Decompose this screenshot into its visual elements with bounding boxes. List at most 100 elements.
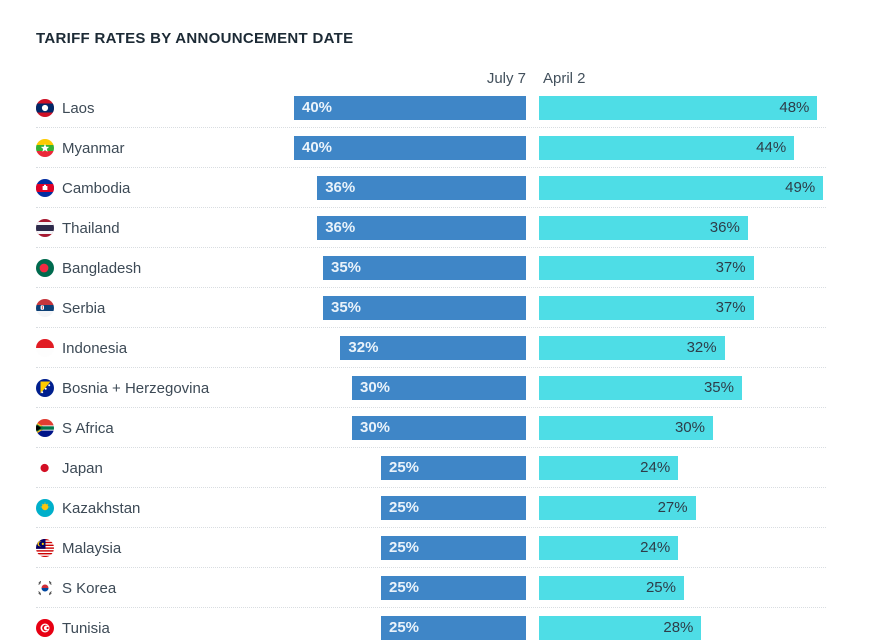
april2-bar: 48% xyxy=(539,96,818,120)
july7-bar: 32% xyxy=(340,336,526,360)
april2-bar: 24% xyxy=(539,536,679,560)
myanmar-flag-icon xyxy=(36,139,54,157)
july7-bar: 36% xyxy=(317,176,526,200)
july7-bar: 25% xyxy=(381,536,526,560)
july7-value-label: 40% xyxy=(302,139,333,156)
july7-bar: 25% xyxy=(381,496,526,520)
table-row: Laos 40% 48% xyxy=(36,88,826,128)
country-label: Thailand xyxy=(62,219,120,237)
july7-value-label: 35% xyxy=(331,299,362,316)
april2-bar: 37% xyxy=(539,296,754,320)
page-title: TARIFF RATES BY ANNOUNCEMENT DATE xyxy=(36,30,354,47)
table-row: S Africa 30% 30% xyxy=(36,408,826,448)
april2-value-label: 24% xyxy=(640,539,671,556)
table-row: Malaysia 25% 24% xyxy=(36,528,826,568)
country-label: Serbia xyxy=(62,299,106,317)
april2-value-label: 44% xyxy=(756,139,787,156)
table-row: Cambodia 36% 49% xyxy=(36,168,826,208)
table-row: Bangladesh 35% 37% xyxy=(36,248,826,288)
country-label: Myanmar xyxy=(62,139,125,157)
april2-bar: 36% xyxy=(539,216,748,240)
april2-bar: 28% xyxy=(539,616,702,640)
july7-bar: 25% xyxy=(381,576,526,600)
country-cell: S Africa xyxy=(36,408,114,448)
april2-value-label: 27% xyxy=(657,499,688,516)
country-label: Laos xyxy=(62,99,95,117)
country-cell: Kazakhstan xyxy=(36,488,140,528)
country-label: Bangladesh xyxy=(62,259,142,277)
country-label: Malaysia xyxy=(62,539,122,557)
april2-value-label: 49% xyxy=(785,179,816,196)
july7-bar: 25% xyxy=(381,456,526,480)
july7-bar: 35% xyxy=(323,256,526,280)
july7-value-label: 40% xyxy=(302,99,333,116)
july7-bar: 25% xyxy=(381,616,526,640)
country-label: Japan xyxy=(62,459,103,477)
bosnia-herzegovina-flag-icon xyxy=(36,379,54,397)
country-cell: Myanmar xyxy=(36,128,125,168)
july7-value-label: 36% xyxy=(325,179,356,196)
april2-value-label: 35% xyxy=(703,379,734,396)
country-label: S Africa xyxy=(62,419,114,437)
april2-bar: 37% xyxy=(539,256,754,280)
country-cell: Tunisia xyxy=(36,608,110,642)
july7-value-label: 25% xyxy=(389,619,420,636)
july7-bar: 30% xyxy=(352,416,526,440)
april2-bar: 44% xyxy=(539,136,795,160)
april2-value-label: 32% xyxy=(686,339,717,356)
table-row: Japan 25% 24% xyxy=(36,448,826,488)
april2-value-label: 48% xyxy=(779,99,810,116)
s-korea-flag-icon xyxy=(36,579,54,597)
table-row: Serbia 35% 37% xyxy=(36,288,826,328)
july7-value-label: 30% xyxy=(360,419,391,436)
country-cell: S Korea xyxy=(36,568,116,608)
july7-value-label: 25% xyxy=(389,499,420,516)
country-label: S Korea xyxy=(62,579,117,597)
table-row: Indonesia 32% 32% xyxy=(36,328,826,368)
country-cell: Thailand xyxy=(36,208,120,248)
april2-bar: 32% xyxy=(539,336,725,360)
bangladesh-flag-icon xyxy=(36,259,54,277)
july7-bar: 40% xyxy=(294,136,526,160)
april2-value-label: 37% xyxy=(715,259,746,276)
table-row: Myanmar 40% 44% xyxy=(36,128,826,168)
laos-flag-icon xyxy=(36,99,54,117)
column-header-july7: July 7 xyxy=(486,70,526,87)
country-label: Cambodia xyxy=(62,179,131,197)
column-header-april2: April 2 xyxy=(543,70,586,87)
july7-value-label: 32% xyxy=(348,339,379,356)
july7-value-label: 25% xyxy=(389,539,420,556)
april2-value-label: 24% xyxy=(640,459,671,476)
april2-bar: 49% xyxy=(539,176,824,200)
tunisia-flag-icon xyxy=(36,619,54,637)
indonesia-flag-icon xyxy=(36,339,54,357)
july7-value-label: 25% xyxy=(389,579,420,596)
april2-bar: 35% xyxy=(539,376,742,400)
country-label: Tunisia xyxy=(62,619,110,637)
tariff-chart: TARIFF RATES BY ANNOUNCEMENT DATE July 7… xyxy=(36,30,826,642)
table-row: Kazakhstan 25% 27% xyxy=(36,488,826,528)
table-row: Thailand 36% 36% xyxy=(36,208,826,248)
april2-bar: 25% xyxy=(539,576,684,600)
july7-bar: 40% xyxy=(294,96,526,120)
table-row: S Korea 25% 25% xyxy=(36,568,826,608)
july7-bar: 30% xyxy=(352,376,526,400)
chart-rows: Laos 40% 48% Myanmar 40% 44% Cambodia 36… xyxy=(36,88,826,642)
july7-value-label: 36% xyxy=(325,219,356,236)
country-cell: Bosnia + Herzegovina xyxy=(36,368,209,408)
s-africa-flag-icon xyxy=(36,419,54,437)
country-cell: Cambodia xyxy=(36,168,130,208)
kazakhstan-flag-icon xyxy=(36,499,54,517)
malaysia-flag-icon xyxy=(36,539,54,557)
country-cell: Laos xyxy=(36,88,95,128)
table-row: Bosnia + Herzegovina 30% 35% xyxy=(36,368,826,408)
april2-value-label: 25% xyxy=(645,579,676,596)
april2-value-label: 30% xyxy=(674,419,705,436)
april2-bar: 27% xyxy=(539,496,696,520)
country-label: Indonesia xyxy=(62,339,128,357)
july7-value-label: 30% xyxy=(360,379,391,396)
country-label: Bosnia + Herzegovina xyxy=(62,379,210,397)
table-row: Tunisia 25% 28% xyxy=(36,608,826,642)
april2-bar: 30% xyxy=(539,416,713,440)
july7-bar: 35% xyxy=(323,296,526,320)
